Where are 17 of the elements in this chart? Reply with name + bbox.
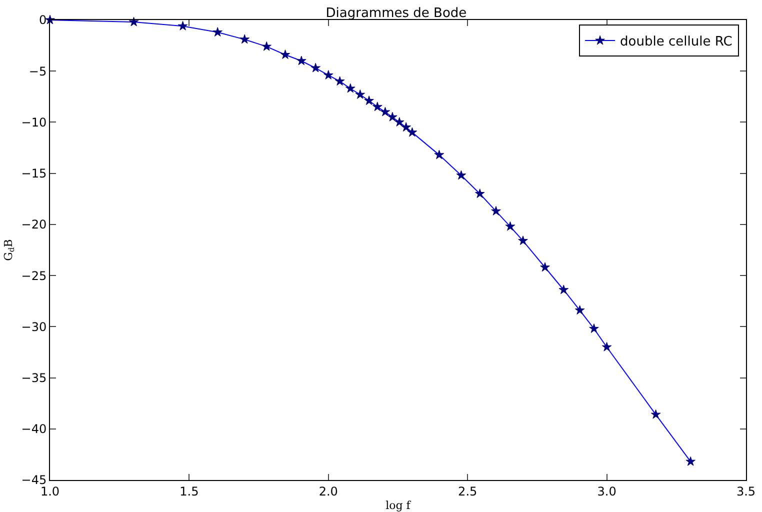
y-tick-label: −20 bbox=[21, 218, 47, 232]
y-tick-label: −40 bbox=[21, 422, 47, 436]
y-tick-label: −10 bbox=[21, 115, 47, 130]
y-tick-label: −15 bbox=[21, 166, 47, 181]
chart-title: Diagrammes de Bode bbox=[326, 6, 467, 21]
x-tick-label: 3.0 bbox=[597, 484, 616, 498]
x-tick-label: 1.5 bbox=[180, 484, 199, 498]
y-tick-label: −30 bbox=[21, 320, 47, 334]
y-tick-label: −35 bbox=[21, 370, 47, 385]
x-tick-label: 2.5 bbox=[458, 484, 478, 498]
x-tick-label: 3.5 bbox=[736, 484, 756, 498]
legend-label: double cellule RC bbox=[620, 34, 732, 50]
y-tick-label: −5 bbox=[28, 64, 47, 78]
y-tick-label: −25 bbox=[21, 268, 47, 283]
y-tick-label: 0 bbox=[38, 13, 47, 28]
x-axis-title: log f bbox=[386, 499, 412, 512]
x-tick-label: 2.0 bbox=[318, 484, 338, 498]
